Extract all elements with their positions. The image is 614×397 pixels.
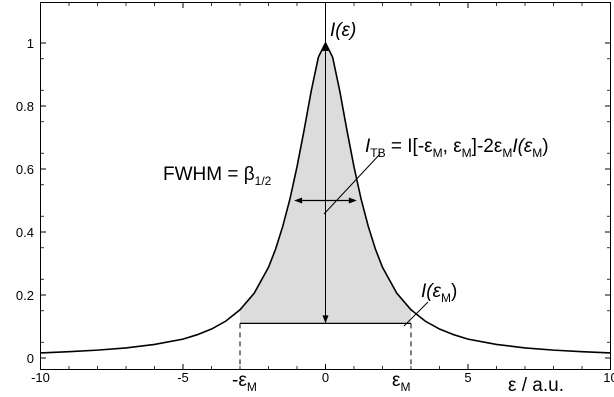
curve-label: I(ε) xyxy=(330,20,356,41)
y-tick-label: 1 xyxy=(27,36,34,51)
x-tick-label: -10 xyxy=(31,370,50,385)
peak-arrow-head-top xyxy=(322,43,329,51)
neg-epsilon-m-label: -εM xyxy=(232,370,257,394)
y-tick-label: 0.8 xyxy=(16,99,34,114)
y-tick-labels: 0 0.2 0.4 0.6 0.8 1 xyxy=(16,36,34,366)
x-tick-label: -5 xyxy=(177,370,189,385)
itb-pointer-line xyxy=(323,153,381,215)
x-tick-label: 0 xyxy=(322,370,329,385)
x-tick-label: 10 xyxy=(603,370,614,385)
x-tick-labels: -10 -5 0 5 10 xyxy=(31,370,614,385)
peak-arrow-head-bottom xyxy=(322,315,329,324)
y-tick-label: 0.4 xyxy=(16,225,34,240)
y-tick-marks xyxy=(40,42,611,359)
x-axis-label: ε / a.u. xyxy=(508,375,564,396)
x-tick-label: 5 xyxy=(464,370,471,385)
fwhm-label: FWHM = β1/2 xyxy=(163,164,272,188)
series-line xyxy=(40,41,611,354)
fwhm-arrow-head-left xyxy=(294,197,303,204)
x-tick-marks xyxy=(40,2,611,370)
itb-label: ITB = I[-εM, εM]-2εMI(εM) xyxy=(365,136,549,160)
pos-epsilon-m-label: εM xyxy=(392,370,410,394)
y-tick-label: 0.6 xyxy=(16,162,34,177)
y-tick-label: 0.2 xyxy=(16,288,34,303)
i-epsilon-m-label: I(εM) xyxy=(421,281,457,305)
fwhm-arrow-head-right xyxy=(348,197,357,204)
y-tick-label: 0 xyxy=(27,351,34,366)
